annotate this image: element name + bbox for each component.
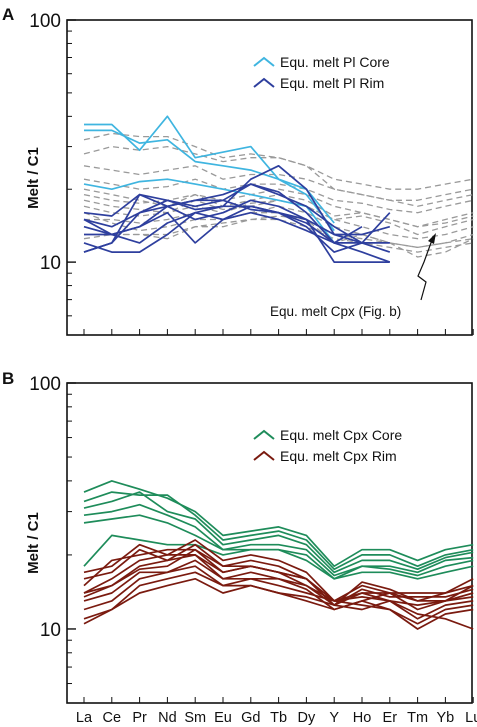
x-tick-label: Dy xyxy=(298,710,316,726)
x-tick-label: Lu xyxy=(465,710,477,726)
panel-b: B Melt / C1 10 100 Equ. melt Cpx Core Equ.… xyxy=(2,369,477,726)
series-line-pl-core xyxy=(84,115,335,232)
x-tick-label: Ho xyxy=(353,710,372,726)
series-line-cpx xyxy=(83,215,474,249)
series-line-cpx-rim xyxy=(83,559,474,625)
panel-b-y-axis-label: Melt / C1 xyxy=(25,512,42,574)
panel-a-label: A xyxy=(2,5,14,24)
series-line-cpx-rim xyxy=(83,554,474,611)
legend-label: Equ. melt Cpx Core xyxy=(280,427,402,443)
series-line-pl-rim xyxy=(83,193,391,236)
series-line-pl-rim xyxy=(83,199,390,263)
series-line-cpx xyxy=(83,145,474,190)
panel-a-plot-frame xyxy=(66,19,473,336)
panel-b-plot-frame xyxy=(66,382,473,704)
x-tick-label: Ce xyxy=(103,710,122,726)
x-tick-label: Eu xyxy=(214,710,232,726)
panel-b-label: B xyxy=(2,369,14,388)
y-tick-label: 100 xyxy=(29,11,61,32)
annotation-arrow xyxy=(417,239,433,301)
x-tick-label: Nd xyxy=(158,710,177,726)
x-tick-label: Er xyxy=(383,710,398,726)
y-tick-label: 100 xyxy=(29,374,61,395)
series-line-cpx xyxy=(83,199,474,236)
series-line-cpx xyxy=(83,165,474,201)
x-tick-label: Yb xyxy=(437,710,455,726)
x-tick-label: La xyxy=(76,710,93,726)
series-line-cpx xyxy=(83,178,474,214)
series-line-pl-rim xyxy=(83,205,391,253)
annotation-arrowhead xyxy=(428,233,436,244)
series-line-cpx-core xyxy=(83,534,474,580)
series-line-cpx xyxy=(83,193,474,228)
x-tick-label: Sm xyxy=(184,710,206,726)
series-line-pl-core xyxy=(84,129,335,224)
legend-label: Equ. melt Pl Rim xyxy=(280,75,384,91)
series-line-pl-rim xyxy=(84,211,391,263)
series-line-cpx-core xyxy=(83,480,474,568)
x-tick-label: Y xyxy=(329,710,339,726)
x-tick-label: Tb xyxy=(270,710,287,726)
legend-label: Equ. melt Cpx Rim xyxy=(280,448,397,464)
series-line-cpx xyxy=(83,132,474,207)
series-line-cpx-rim xyxy=(83,565,474,630)
legend-swatch xyxy=(253,77,275,88)
legend-label: Equ. melt Pl Core xyxy=(280,54,390,70)
legend-swatch xyxy=(253,56,275,67)
y-tick-label: 10 xyxy=(40,253,61,274)
x-tick-label: Pr xyxy=(132,710,147,726)
legend-swatch xyxy=(253,450,275,461)
x-tick-label: Gd xyxy=(241,710,260,726)
panel-a-y-axis-label: Melt / C1 xyxy=(25,147,42,209)
series-line-pl-rim xyxy=(83,193,363,253)
panel-a: A Melt / C1 10 100 Equ. melt Pl Core Equ. … xyxy=(2,5,474,336)
series-line-cpx-core xyxy=(83,503,474,577)
x-tick-label: Tm xyxy=(407,710,428,726)
series-line-cpx-core xyxy=(83,491,474,574)
legend-swatch xyxy=(253,429,275,440)
series-line-cpx-rim xyxy=(83,577,474,625)
series-line-pl-rim xyxy=(83,164,363,253)
series-line-cpx-core xyxy=(83,491,474,571)
series-line-cpx-rim xyxy=(83,548,474,606)
series-line-cpx-rim xyxy=(83,539,474,602)
panel-a-annotation: Equ. melt Cpx (Fig. b) xyxy=(270,304,401,319)
y-tick-label: 10 xyxy=(40,620,61,641)
